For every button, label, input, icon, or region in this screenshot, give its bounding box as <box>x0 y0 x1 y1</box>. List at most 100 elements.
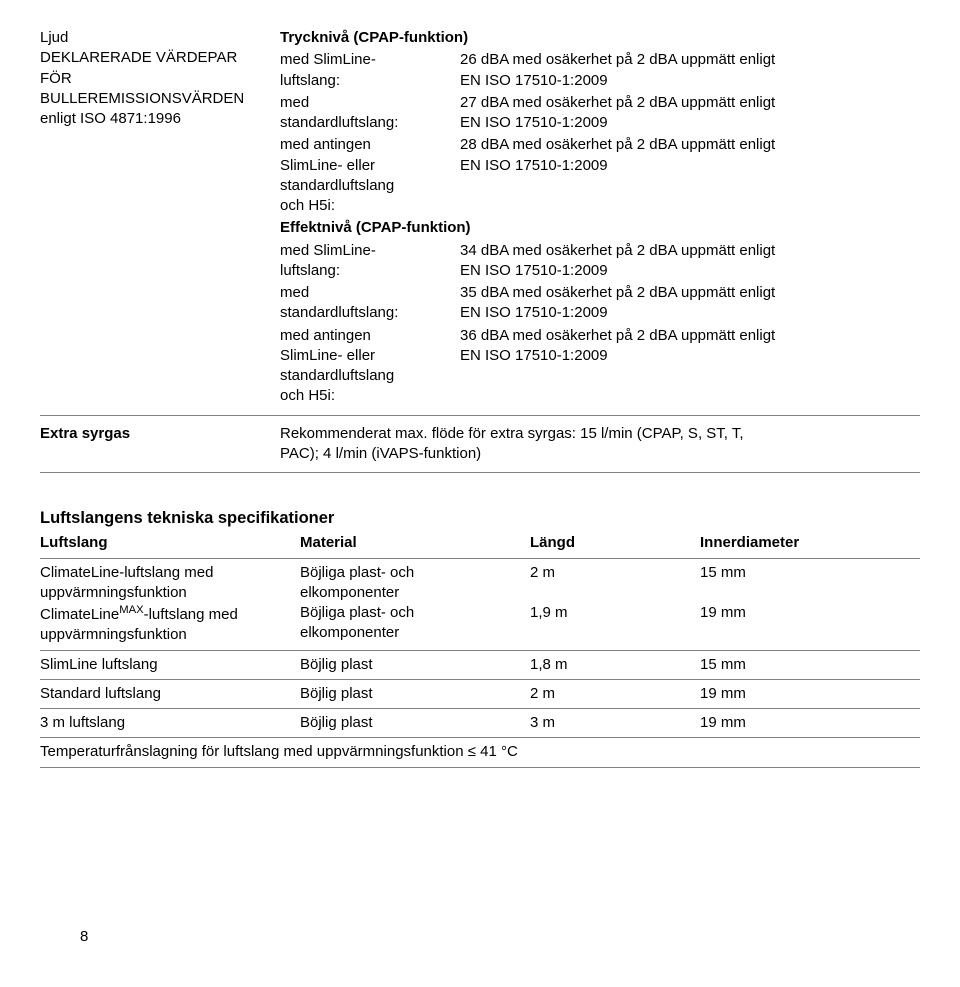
spec-cell: ClimateLineMAX-luftslang med uppvärmning… <box>40 603 300 646</box>
power-heading: Effektnivå (CPAP-funktion) <box>280 218 920 238</box>
spec-row: Standard luftslang Böjlig plast 2 m 19 m… <box>40 684 920 704</box>
spec-cell: ClimateLine-luftslang med uppvärmningsfu… <box>40 563 300 604</box>
val-line: 34 dBA med osäkerhet på 2 dBA uppmätt en… <box>460 241 920 261</box>
spec-cell: 15 mm <box>700 563 920 583</box>
spec-cell: Böjlig plast <box>300 655 530 675</box>
spec-col-header: Luftslang <box>40 533 300 553</box>
key-line: standardluftslang: <box>280 303 450 323</box>
extra-oxygen-value: Rekommenderat max. flöde för extra syrga… <box>280 424 920 465</box>
key-line: och H5i: <box>280 386 450 406</box>
power-val: 36 dBA med osäkerhet på 2 dBA uppmätt en… <box>460 326 920 367</box>
power-key: med standardluftslang: <box>280 283 460 324</box>
spec-row: ClimateLine-luftslang med uppvärmningsfu… <box>40 563 920 604</box>
spec-col-header: Material <box>300 533 530 553</box>
val-line: EN ISO 17510-1:2009 <box>460 261 920 281</box>
key-line: SlimLine- eller <box>280 156 450 176</box>
divider <box>40 472 920 473</box>
val-line: 35 dBA med osäkerhet på 2 dBA uppmätt en… <box>460 283 920 303</box>
spec-col-header: Innerdiameter <box>700 533 920 553</box>
power-row: med antingen SlimLine- eller standardluf… <box>280 326 920 407</box>
divider <box>40 650 920 651</box>
power-key: med antingen SlimLine- eller standardluf… <box>280 326 460 407</box>
pressure-key: med antingen SlimLine- eller standardluf… <box>280 135 460 216</box>
spec-cell: 19 mm <box>700 713 920 733</box>
sound-label-line: DEKLARERADE VÄRDEPAR <box>40 48 270 68</box>
superscript: MAX <box>119 604 143 616</box>
extra-oxygen-row: Extra syrgas Rekommenderat max. flöde fö… <box>40 424 920 465</box>
power-val: 34 dBA med osäkerhet på 2 dBA uppmätt en… <box>460 241 920 282</box>
spec-cell: Böjliga plast- och elkomponenter <box>300 563 530 604</box>
power-row: med SlimLine- luftslang: 34 dBA med osäk… <box>280 241 920 282</box>
cell-line: elkomponenter <box>300 623 530 643</box>
divider <box>40 558 920 559</box>
divider <box>40 767 920 768</box>
spec-cell: Böjlig plast <box>300 713 530 733</box>
divider <box>40 415 920 416</box>
spec-cell: 1,9 m <box>530 603 700 623</box>
val-line: EN ISO 17510-1:2009 <box>460 303 920 323</box>
key-line: standardluftslang <box>280 366 450 386</box>
cell-line: Böjliga plast- och <box>300 563 530 583</box>
pressure-heading: Trycknivå (CPAP-funktion) <box>280 28 920 48</box>
pressure-row: med standardluftslang: 27 dBA med osäker… <box>280 93 920 134</box>
spec-cell: 3 m <box>530 713 700 733</box>
sound-label-line: BULLEREMISSIONSVÄRDEN <box>40 89 270 109</box>
cell-line: ClimateLine-luftslang med <box>40 563 300 583</box>
pressure-row: med SlimLine- luftslang: 26 dBA med osäk… <box>280 50 920 91</box>
val-line: EN ISO 17510-1:2009 <box>460 346 920 366</box>
spec-cell: Böjliga plast- och elkomponenter <box>300 603 530 644</box>
val-line: 26 dBA med osäkerhet på 2 dBA uppmätt en… <box>460 50 920 70</box>
key-line: med antingen <box>280 326 450 346</box>
sound-label: Ljud DEKLARERADE VÄRDEPAR FÖR BULLEREMIS… <box>40 28 280 129</box>
power-row: med standardluftslang: 35 dBA med osäker… <box>280 283 920 324</box>
val-line: EN ISO 17510-1:2009 <box>460 113 920 133</box>
val-line: 36 dBA med osäkerhet på 2 dBA uppmätt en… <box>460 326 920 346</box>
pressure-row: med antingen SlimLine- eller standardluf… <box>280 135 920 216</box>
pressure-key: med SlimLine- luftslang: <box>280 50 460 91</box>
cell-text: -luftslang med <box>144 606 238 623</box>
spec-footer: Temperaturfrånslagning för luftslang med… <box>40 742 920 762</box>
val-line: 28 dBA med osäkerhet på 2 dBA uppmätt en… <box>460 135 920 155</box>
divider <box>40 737 920 738</box>
spec-cell: 1,8 m <box>530 655 700 675</box>
spec-row: SlimLine luftslang Böjlig plast 1,8 m 15… <box>40 655 920 675</box>
key-line: standardluftslang: <box>280 113 450 133</box>
key-line: standardluftslang <box>280 176 450 196</box>
power-val: 35 dBA med osäkerhet på 2 dBA uppmätt en… <box>460 283 920 324</box>
cell-text: ClimateLine <box>40 606 119 623</box>
key-line: med antingen <box>280 135 450 155</box>
spec-cell: 19 mm <box>700 603 920 623</box>
sound-section: Ljud DEKLARERADE VÄRDEPAR FÖR BULLEREMIS… <box>40 28 920 407</box>
sound-label-line: FÖR <box>40 69 270 89</box>
pressure-val: 28 dBA med osäkerhet på 2 dBA uppmätt en… <box>460 135 920 176</box>
spec-cell: 2 m <box>530 563 700 583</box>
cell-line: uppvärmningsfunktion <box>40 583 300 603</box>
val-line: EN ISO 17510-1:2009 <box>460 156 920 176</box>
val-line: EN ISO 17510-1:2009 <box>460 71 920 91</box>
divider <box>40 679 920 680</box>
spec-row: 3 m luftslang Böjlig plast 3 m 19 mm <box>40 713 920 733</box>
cell-line: Böjliga plast- och <box>300 603 530 623</box>
extra-oxygen-label: Extra syrgas <box>40 424 280 444</box>
key-line: luftslang: <box>280 261 450 281</box>
spec-col-header: Längd <box>530 533 700 553</box>
spec-cell: Standard luftslang <box>40 684 300 704</box>
extra-line: Rekommenderat max. flöde för extra syrga… <box>280 424 920 444</box>
spec-row: ClimateLineMAX-luftslang med uppvärmning… <box>40 603 920 646</box>
val-line: 27 dBA med osäkerhet på 2 dBA uppmätt en… <box>460 93 920 113</box>
key-line: SlimLine- eller <box>280 346 450 366</box>
key-line: luftslang: <box>280 71 450 91</box>
spec-cell: 19 mm <box>700 684 920 704</box>
cell-line: ClimateLineMAX-luftslang med <box>40 603 300 625</box>
cell-line: elkomponenter <box>300 583 530 603</box>
key-line: och H5i: <box>280 196 450 216</box>
spec-heading: Luftslangens tekniska specifikationer <box>40 507 920 529</box>
pressure-val: 26 dBA med osäkerhet på 2 dBA uppmätt en… <box>460 50 920 91</box>
page-number: 8 <box>80 927 88 947</box>
spec-cell: Böjlig plast <box>300 684 530 704</box>
spec-cell: 15 mm <box>700 655 920 675</box>
sound-label-line: enligt ISO 4871:1996 <box>40 109 270 129</box>
divider <box>40 708 920 709</box>
spec-cell: SlimLine luftslang <box>40 655 300 675</box>
power-key: med SlimLine- luftslang: <box>280 241 460 282</box>
